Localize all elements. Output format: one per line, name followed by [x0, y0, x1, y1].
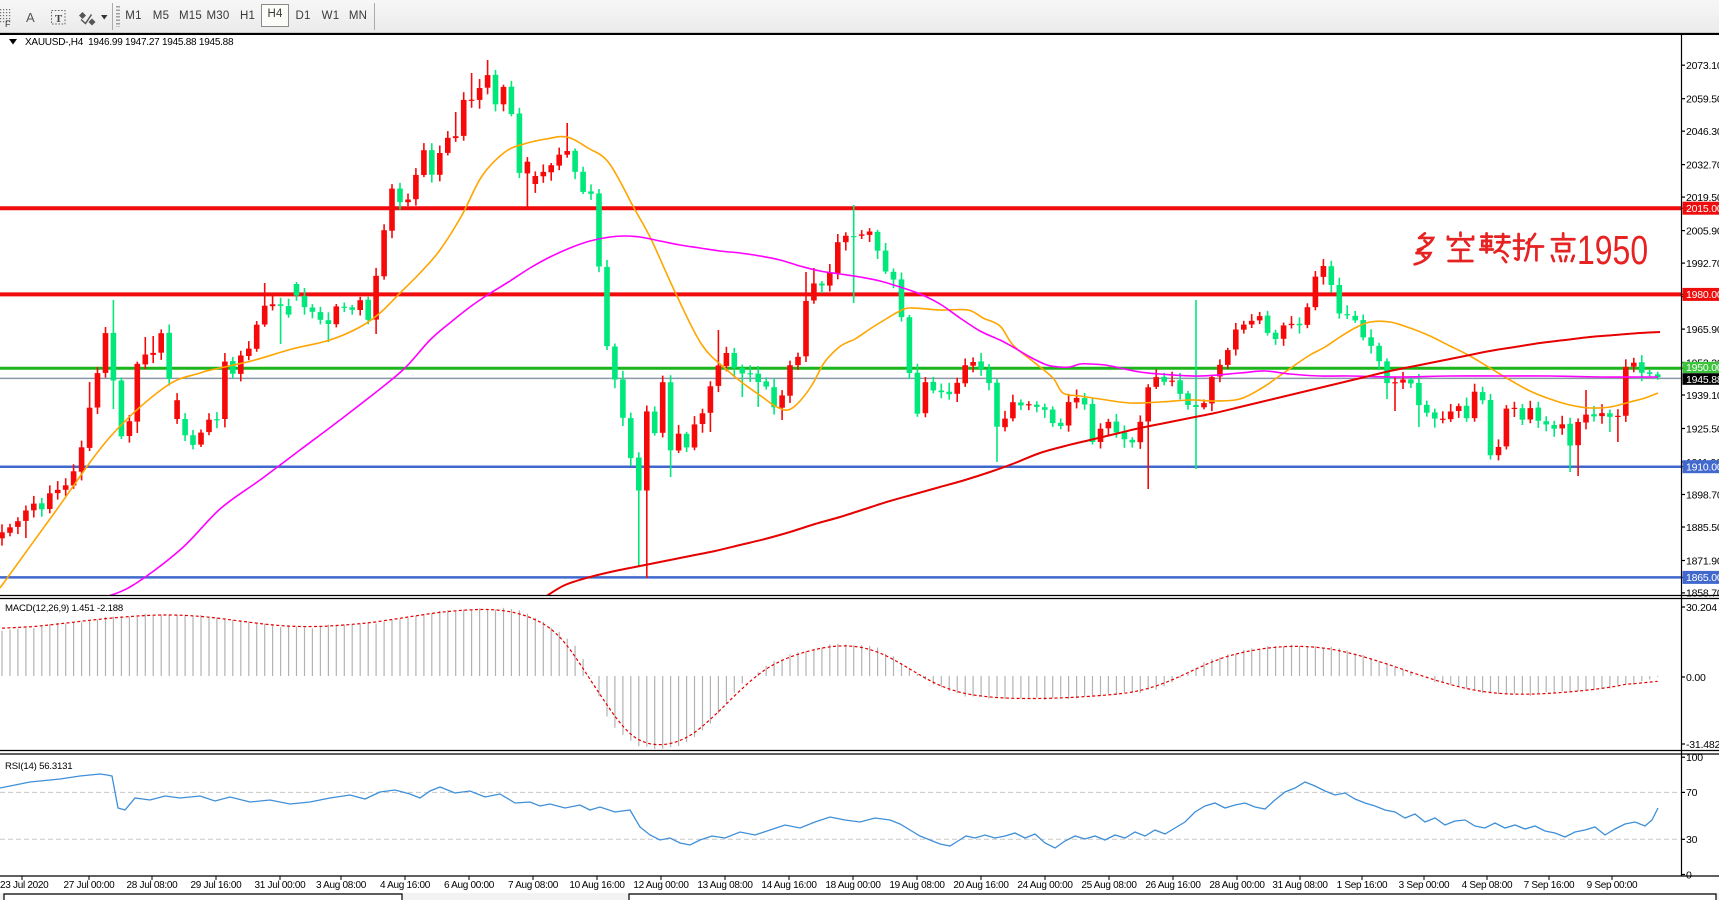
svg-text:1885.50: 1885.50 [1686, 522, 1719, 534]
svg-text:12 Aug 00:00: 12 Aug 00:00 [633, 880, 689, 891]
svg-text:19 Aug 08:00: 19 Aug 08:00 [889, 880, 945, 891]
svg-text:27 Jul 00:00: 27 Jul 00:00 [64, 880, 116, 891]
svg-text:F: F [5, 19, 11, 29]
svg-text:T: T [55, 13, 63, 25]
svg-text:1945.88: 1945.88 [1686, 374, 1719, 386]
svg-text:1865.00: 1865.00 [1686, 572, 1719, 584]
svg-text:1925.50: 1925.50 [1686, 423, 1719, 435]
svg-text:13 Aug 08:00: 13 Aug 08:00 [697, 880, 753, 891]
svg-text:18 Aug 00:00: 18 Aug 00:00 [825, 880, 881, 891]
svg-text:XAUUSD-,H4 1946.99 1947.27 19: XAUUSD-,H4 1946.99 1947.27 1945.88 1945.… [25, 37, 234, 48]
svg-text:2032.70: 2032.70 [1686, 159, 1719, 171]
svg-text:23 Jul 2020: 23 Jul 2020 [0, 880, 49, 891]
svg-text:1980.00: 1980.00 [1686, 289, 1719, 301]
svg-text:1 Sep 16:00: 1 Sep 16:00 [1337, 880, 1388, 891]
svg-text:1950: 1950 [1577, 227, 1648, 273]
svg-text:31 Aug 08:00: 31 Aug 08:00 [1272, 880, 1328, 891]
svg-text:20 Aug 16:00: 20 Aug 16:00 [953, 880, 1009, 891]
svg-text:70: 70 [1686, 787, 1698, 799]
svg-text:2073.10: 2073.10 [1686, 60, 1719, 72]
svg-text:100: 100 [1686, 752, 1703, 764]
svg-text:3 Aug 08:00: 3 Aug 08:00 [316, 880, 367, 891]
svg-text:25 Aug 08:00: 25 Aug 08:00 [1081, 880, 1137, 891]
svg-text:0: 0 [1686, 869, 1692, 881]
svg-text:-31.482: -31.482 [1686, 739, 1719, 751]
svg-text:0.00: 0.00 [1686, 672, 1706, 684]
svg-text:30: 30 [1686, 834, 1698, 846]
svg-text:30.204: 30.204 [1686, 602, 1717, 614]
svg-text:6 Aug 00:00: 6 Aug 00:00 [444, 880, 495, 891]
svg-text:29 Jul 16:00: 29 Jul 16:00 [191, 880, 243, 891]
svg-text:10 Aug 16:00: 10 Aug 16:00 [569, 880, 625, 891]
svg-text:2046.30: 2046.30 [1686, 126, 1719, 138]
svg-text:1939.10: 1939.10 [1686, 390, 1719, 402]
svg-text:24 Aug 00:00: 24 Aug 00:00 [1017, 880, 1073, 891]
svg-text:31 Jul 00:00: 31 Jul 00:00 [255, 880, 307, 891]
svg-text:1992.70: 1992.70 [1686, 258, 1719, 270]
svg-text:26 Aug 16:00: 26 Aug 16:00 [1145, 880, 1201, 891]
svg-text:1871.90: 1871.90 [1686, 555, 1719, 567]
svg-text:2059.50: 2059.50 [1686, 94, 1719, 106]
svg-text:2005.90: 2005.90 [1686, 225, 1719, 237]
svg-text:4 Aug 16:00: 4 Aug 16:00 [380, 880, 431, 891]
svg-text:4 Sep 08:00: 4 Sep 08:00 [1462, 880, 1513, 891]
svg-text:1898.70: 1898.70 [1686, 489, 1719, 501]
svg-text:2015.00: 2015.00 [1686, 203, 1719, 215]
svg-text:1910.00: 1910.00 [1686, 462, 1719, 474]
svg-text:14 Aug 16:00: 14 Aug 16:00 [761, 880, 817, 891]
svg-text:1965.90: 1965.90 [1686, 324, 1719, 336]
svg-text:RSI(14) 56.3131: RSI(14) 56.3131 [5, 761, 72, 772]
svg-text:28 Jul 08:00: 28 Jul 08:00 [127, 880, 179, 891]
svg-text:28 Aug 00:00: 28 Aug 00:00 [1209, 880, 1265, 891]
svg-text:9 Sep 00:00: 9 Sep 00:00 [1587, 880, 1638, 891]
svg-text:MACD(12,26,9) 1.451 -2.188: MACD(12,26,9) 1.451 -2.188 [5, 603, 123, 614]
svg-text:3 Sep 00:00: 3 Sep 00:00 [1399, 880, 1450, 891]
svg-text:7 Sep 16:00: 7 Sep 16:00 [1524, 880, 1575, 891]
svg-text:7 Aug 08:00: 7 Aug 08:00 [508, 880, 559, 891]
svg-text:1858.70: 1858.70 [1686, 588, 1719, 600]
svg-text:2019.50: 2019.50 [1686, 192, 1719, 204]
svg-text:1950.00: 1950.00 [1686, 362, 1719, 374]
